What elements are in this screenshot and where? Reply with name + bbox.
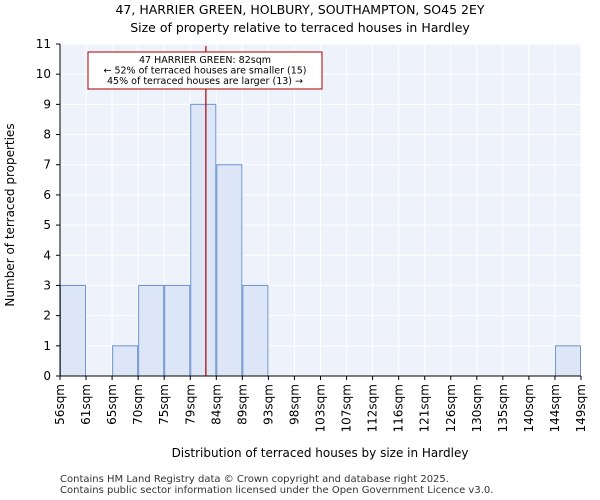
x-tick-label: 112sqm bbox=[366, 384, 380, 432]
y-tick-label: 7 bbox=[43, 158, 51, 172]
y-tick-label: 3 bbox=[43, 278, 51, 292]
x-tick-label: 65sqm bbox=[105, 384, 119, 425]
x-tick-label: 56sqm bbox=[53, 384, 67, 425]
bar bbox=[554, 345, 582, 377]
bar bbox=[164, 284, 191, 377]
x-tick-label: 84sqm bbox=[209, 384, 223, 425]
y-tick-label: 6 bbox=[43, 188, 51, 202]
x-tick-label: 103sqm bbox=[314, 384, 328, 432]
x-tick-label: 140sqm bbox=[522, 384, 536, 432]
y-tick-label: 4 bbox=[43, 248, 51, 262]
annotation-box bbox=[87, 51, 323, 90]
x-tick-label: 75sqm bbox=[157, 384, 171, 425]
bar bbox=[216, 164, 243, 377]
x-tick-label: 121sqm bbox=[418, 384, 432, 432]
bar bbox=[242, 284, 269, 377]
x-tick-label: 98sqm bbox=[287, 384, 301, 425]
x-tick-label: 93sqm bbox=[261, 384, 275, 425]
annotation-line: 47 HARRIER GREEN: 82sqm bbox=[139, 55, 271, 66]
x-tick-label: 61sqm bbox=[79, 384, 93, 425]
x-tick-label: 130sqm bbox=[470, 384, 484, 432]
annotation-line: ← 52% of terraced houses are smaller (15… bbox=[103, 66, 306, 77]
x-tick-label: 70sqm bbox=[131, 384, 145, 425]
bar bbox=[190, 103, 217, 377]
y-tick-label: 10 bbox=[36, 67, 51, 81]
y-axis-label: Number of terraced properties bbox=[3, 123, 17, 306]
x-tick-label: 135sqm bbox=[496, 384, 510, 432]
y-tick-label: 11 bbox=[36, 37, 51, 51]
x-tick-label: 144sqm bbox=[548, 384, 562, 432]
y-tick-label: 9 bbox=[43, 97, 51, 111]
chart-title: 47, HARRIER GREEN, HOLBURY, SOUTHAMPTON,… bbox=[115, 2, 485, 17]
bar bbox=[138, 284, 165, 377]
footer-attribution-land-registry: Contains HM Land Registry data © Crown c… bbox=[60, 474, 449, 485]
y-tick-label: 5 bbox=[43, 218, 51, 232]
y-tick-label: 0 bbox=[43, 369, 51, 383]
x-tick-label: 126sqm bbox=[444, 384, 458, 432]
annotation-line: 45% of terraced houses are larger (13) → bbox=[107, 76, 303, 87]
y-tick-label: 8 bbox=[43, 128, 51, 142]
x-tick-label: 107sqm bbox=[340, 384, 354, 432]
x-tick-label: 116sqm bbox=[392, 384, 406, 432]
y-tick-label: 2 bbox=[43, 309, 51, 323]
x-tick-label: 89sqm bbox=[235, 384, 249, 425]
x-tick-label: 149sqm bbox=[574, 384, 588, 432]
bar bbox=[112, 345, 139, 377]
bar bbox=[60, 284, 87, 377]
y-tick-label: 1 bbox=[43, 339, 51, 353]
x-tick-label: 79sqm bbox=[183, 384, 197, 425]
footer-attribution-licence: Contains public sector information licen… bbox=[60, 485, 494, 496]
chart-subtitle: Size of property relative to terraced ho… bbox=[130, 20, 470, 35]
x-axis-label: Distribution of terraced houses by size … bbox=[172, 446, 469, 460]
